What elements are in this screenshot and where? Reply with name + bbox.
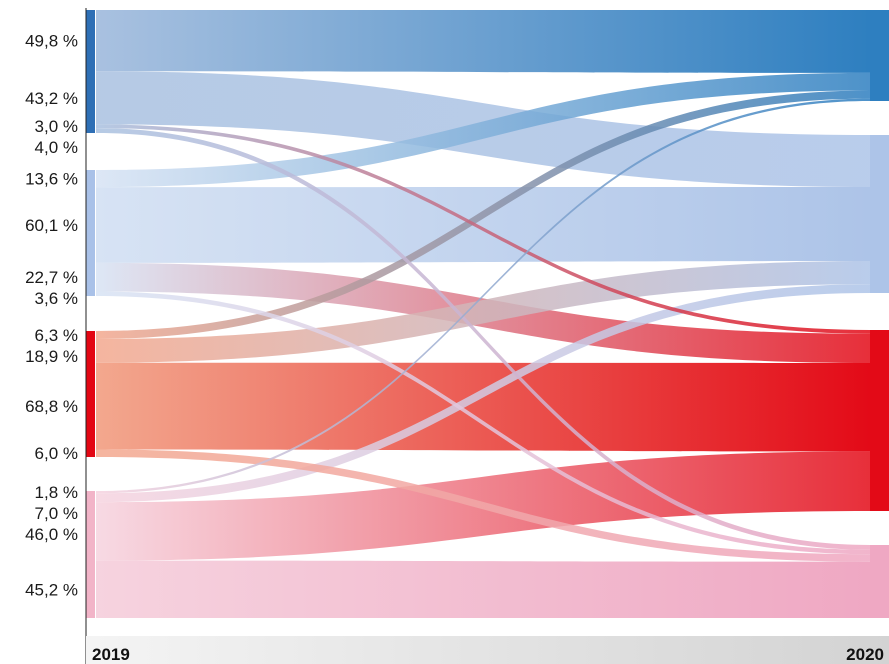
flow-A-to-D: [96, 128, 870, 550]
flow-B-to-A: [96, 72, 870, 188]
flow-D-to-A: [96, 98, 870, 494]
flows-layer: [96, 10, 870, 618]
flow-C-to-A: [96, 90, 870, 339]
percent-label-A-to-D: 4,0 %: [35, 138, 78, 157]
percent-label-B-to-D: 3,6 %: [35, 289, 78, 308]
flow-D-to-B: [96, 284, 870, 503]
percent-label-C-to-A: 6,3 %: [35, 326, 78, 345]
percent-label-A-to-A: 49,8 %: [25, 32, 78, 51]
year-label-2020: 2020: [846, 645, 884, 664]
percent-label-D-to-C: 46,0 %: [25, 525, 78, 544]
node-bar-2020-D: [870, 545, 889, 618]
year-axis: 2019 2020: [85, 8, 889, 664]
percent-label-B-to-B: 60,1 %: [25, 216, 78, 235]
percent-label-B-to-C: 22,7 %: [25, 268, 78, 287]
flow-A-to-C: [96, 124, 870, 334]
node-bar-2019-D: [86, 491, 95, 618]
node-bar-2019-B: [86, 170, 95, 296]
flow-B-to-B: [96, 186, 870, 263]
year-footer-band: [86, 636, 889, 664]
flow-C-to-B: [96, 261, 870, 363]
percent-label-B-to-A: 13,6 %: [25, 170, 78, 189]
flow-B-to-D: [96, 291, 870, 555]
percent-labels-layer: 68,8 % 60,1 % 49,8 % 45,2 % 46,0 % 43,2 % 22,7…: [25, 32, 78, 600]
node-bar-2020-C: [870, 330, 889, 511]
node-bar-2019-C: [86, 331, 95, 457]
node-bar-2020-A: [870, 10, 889, 101]
flow-C-to-D: [96, 449, 870, 562]
percent-label-D-to-D: 45,2 %: [25, 580, 78, 599]
percent-label-C-to-B: 18,9 %: [25, 347, 78, 366]
percent-label-D-to-A: 1,8 %: [35, 483, 78, 502]
flow-D-to-D: [96, 560, 870, 618]
percent-label-C-to-D: 6,0 %: [35, 444, 78, 463]
percent-label-A-to-C: 3,0 %: [35, 117, 78, 136]
percent-label-C-to-C: 68,8 %: [25, 397, 78, 416]
percent-label-D-to-B: 7,0 %: [35, 504, 78, 523]
flow-A-to-A: [96, 10, 870, 73]
node-bar-2019-A: [86, 10, 95, 133]
node-bar-2020-B: [870, 135, 889, 293]
node-bars-layer: [86, 10, 889, 618]
flow-C-to-C: [96, 362, 870, 452]
year-label-2019: 2019: [92, 645, 130, 664]
percent-label-A-to-B: 43,2 %: [25, 89, 78, 108]
